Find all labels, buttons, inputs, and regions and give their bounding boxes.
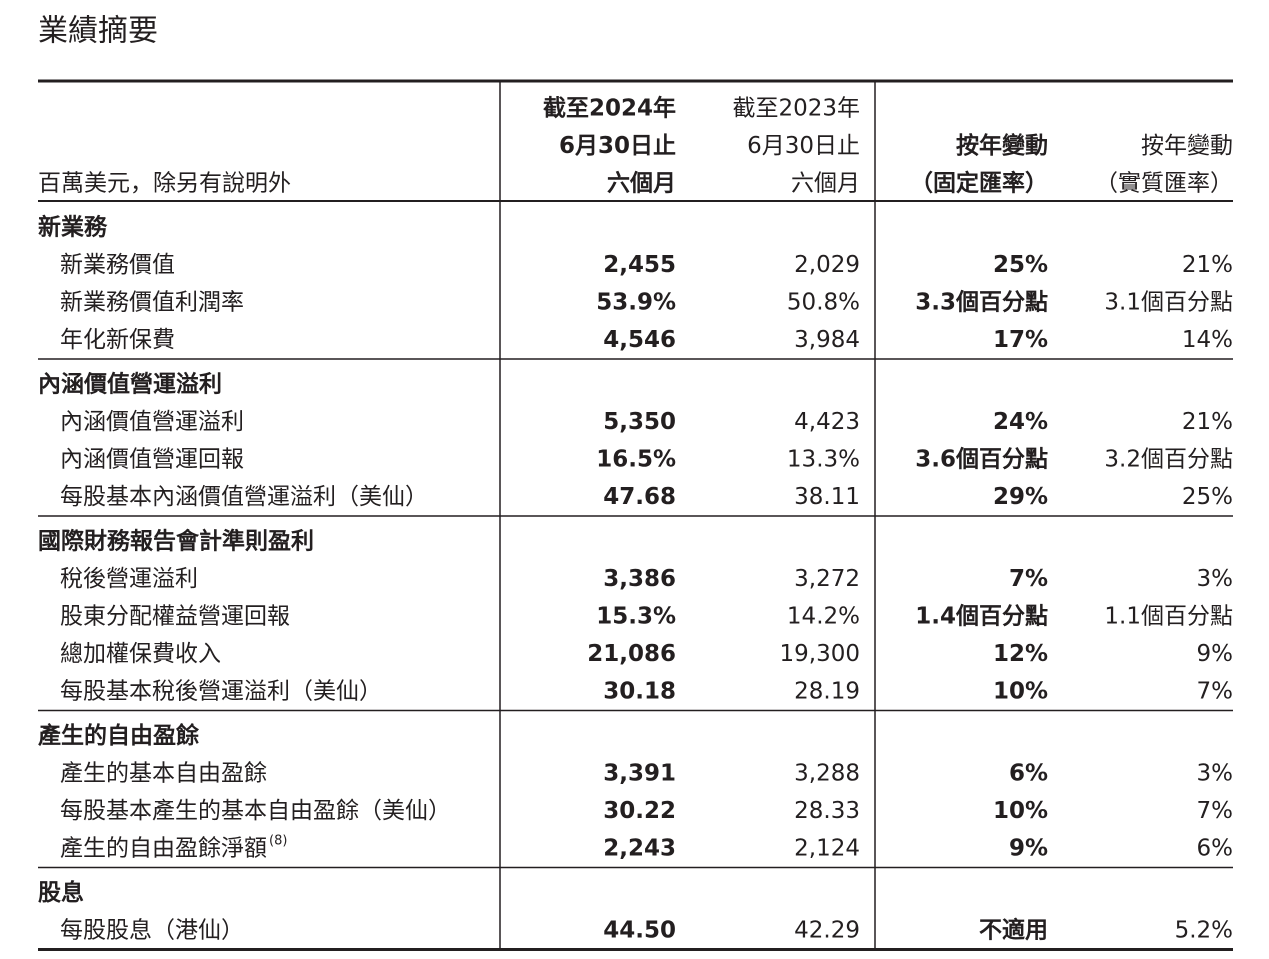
cell-value: 7% <box>1009 566 1048 592</box>
row-label: 稅後營運溢利 <box>60 566 198 592</box>
cell-value: 17% <box>993 327 1048 353</box>
footnote-mark: (8) <box>269 834 287 849</box>
cell-value: 3,391 <box>603 761 676 787</box>
cell-value: 1.1個百分點 <box>1104 604 1233 630</box>
cell-value: 30.18 <box>603 679 676 705</box>
cell-value: 15.3% <box>596 604 676 630</box>
cell-value: 6% <box>1197 836 1234 862</box>
row-label: 內涵價值營運回報 <box>60 447 244 473</box>
cell-value: 7% <box>1197 798 1234 824</box>
unit-label: 百萬美元，除另有說明外 <box>38 171 291 197</box>
cell-value: 25% <box>1182 484 1233 510</box>
row-label: 年化新保費 <box>60 327 175 353</box>
cell-value: 38.11 <box>794 484 860 510</box>
row-label: 每股基本內涵價值營運溢利（美仙） <box>60 484 428 510</box>
title: 業績摘要 <box>38 14 158 49</box>
cell-value: 29% <box>993 484 1048 510</box>
cell-value: 6% <box>1009 761 1048 787</box>
cell-value: 12% <box>993 641 1048 667</box>
row-label: 股東分配權益營運回報 <box>60 604 290 630</box>
cell-value: 3% <box>1197 566 1234 592</box>
section-title: 內涵價值營運溢利 <box>38 371 222 398</box>
cell-value: 3.3個百分點 <box>915 290 1048 316</box>
cell-value: 1.4個百分點 <box>915 604 1048 630</box>
section-title: 國際財務報告會計準則盈利 <box>38 528 314 555</box>
row-label: 產生的自由盈餘淨額 <box>60 836 267 862</box>
cell-value: 14.2% <box>787 604 860 630</box>
cell-value: 13.3% <box>787 447 860 473</box>
cell-value: 4,423 <box>794 409 860 435</box>
section-title: 股息 <box>38 879 84 906</box>
cell-value: 44.50 <box>603 918 676 944</box>
cell-value: 2,124 <box>794 836 860 862</box>
column-header: （實質匯率） <box>1095 171 1233 197</box>
cell-value: 21,086 <box>587 641 676 667</box>
row-label: 產生的基本自由盈餘 <box>60 761 267 787</box>
cell-value: 3,272 <box>794 566 860 592</box>
cell-value: 3% <box>1197 761 1234 787</box>
cell-value: 3,288 <box>794 761 860 787</box>
cell-value: 3.1個百分點 <box>1104 290 1233 316</box>
cell-value: 不適用 <box>979 917 1048 944</box>
column-header: 截至2024年 <box>543 95 676 122</box>
cell-value: 42.29 <box>794 918 860 944</box>
column-header: 六個月 <box>791 171 860 197</box>
cell-value: 7% <box>1197 679 1234 705</box>
row-label: 新業務價值 <box>60 252 175 278</box>
cell-value: 9% <box>1197 641 1234 667</box>
cell-value: 3,984 <box>794 327 860 353</box>
cell-value: 30.22 <box>603 798 676 824</box>
column-header: （固定匯率） <box>910 170 1048 197</box>
row-label: 內涵價值營運溢利 <box>60 409 244 435</box>
cell-value: 53.9% <box>596 290 676 316</box>
cell-value: 50.8% <box>787 290 860 316</box>
column-header: 按年變動 <box>1141 133 1233 159</box>
column-header: 按年變動 <box>956 132 1048 159</box>
cell-value: 3.6個百分點 <box>915 447 1048 473</box>
section-title: 產生的自由盈餘 <box>38 722 200 749</box>
cell-value: 28.19 <box>794 679 860 705</box>
row-label: 每股基本稅後營運溢利（美仙） <box>60 679 382 705</box>
cell-value: 10% <box>993 798 1048 824</box>
cell-value: 2,455 <box>603 252 676 278</box>
cell-value: 3.2個百分點 <box>1104 447 1233 473</box>
cell-value: 9% <box>1009 836 1048 862</box>
cell-value: 2,243 <box>603 836 676 862</box>
row-label: 新業務價值利潤率 <box>60 290 244 316</box>
cell-value: 24% <box>993 409 1048 435</box>
cell-value: 3,386 <box>603 566 676 592</box>
column-header: 6月30日止 <box>747 133 860 159</box>
cell-value: 14% <box>1182 327 1233 353</box>
row-label: 總加權保費收入 <box>60 641 221 667</box>
column-header: 截至2023年 <box>732 96 860 122</box>
cell-value: 21% <box>1182 409 1233 435</box>
cell-value: 4,546 <box>603 327 676 353</box>
row-label: 每股基本產生的基本自由盈餘（美仙） <box>60 798 451 824</box>
column-header: 6月30日止 <box>559 133 676 159</box>
cell-value: 16.5% <box>596 447 676 473</box>
cell-value: 47.68 <box>603 484 676 510</box>
row-label: 每股股息（港仙） <box>60 918 244 944</box>
cell-value: 5,350 <box>603 409 676 435</box>
cell-value: 5.2% <box>1175 918 1233 944</box>
cell-value: 21% <box>1182 252 1233 278</box>
cell-value: 28.33 <box>794 798 860 824</box>
cell-value: 19,300 <box>780 641 860 667</box>
section-title: 新業務 <box>38 214 108 241</box>
column-header: 六個月 <box>607 171 676 197</box>
cell-value: 25% <box>993 252 1048 278</box>
cell-value: 2,029 <box>794 252 860 278</box>
cell-value: 10% <box>993 679 1048 705</box>
